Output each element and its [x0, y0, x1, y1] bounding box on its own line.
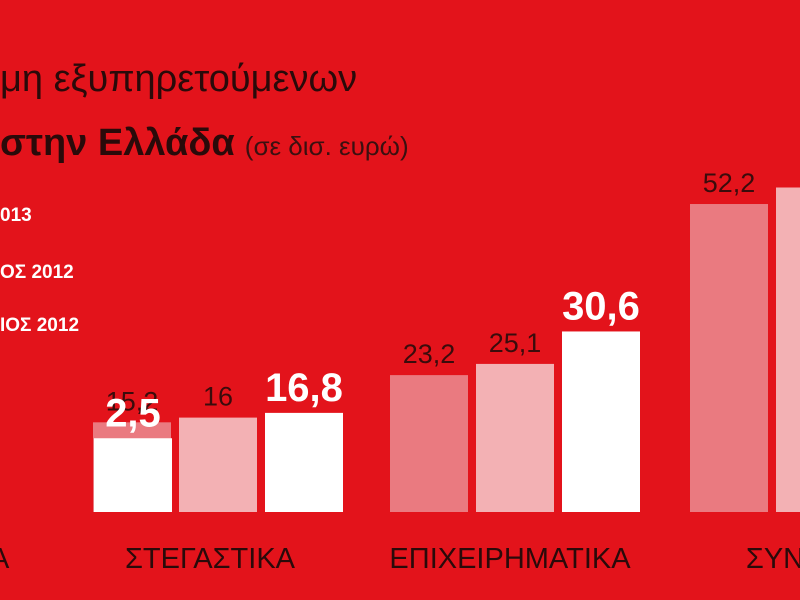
- category-label-0: ΚΑ: [0, 543, 10, 575]
- data-label-2-1: 25,1: [489, 328, 542, 358]
- data-label-2-0: 23,2: [403, 339, 456, 369]
- chart-title-line1: μη εξυπηρετούμενων: [0, 58, 358, 100]
- data-label-2-2: 30,6: [562, 284, 640, 328]
- legend-item-jun-2012: ΙΟΣ 2012: [0, 315, 80, 336]
- bar-0-2: [94, 438, 172, 512]
- legend-item-dec-2012: ΟΣ 2012: [0, 262, 74, 283]
- bar-1-1: [179, 417, 257, 512]
- bar-1-2: [265, 412, 343, 512]
- bar-3-0: [690, 204, 768, 512]
- bar-2-2: [562, 331, 640, 512]
- data-label-0-2: 2,5: [105, 391, 161, 435]
- data-label-1-0: 15,2: [106, 386, 159, 416]
- bar-2-0: [390, 375, 468, 512]
- legend-item-2013: 013: [0, 205, 32, 226]
- data-label-1-2: 16,8: [265, 366, 343, 410]
- data-label-3-0: 52,2: [703, 168, 756, 198]
- chart-title-main: στην Ελλάδα: [0, 122, 235, 164]
- chart-title-line2: στην Ελλάδα (σε δισ. ευρώ): [0, 122, 409, 165]
- data-label-1-1: 16: [203, 382, 233, 412]
- category-label-2: ΕΠΙΧΕΙΡΗΜΑΤΙΚΑ: [389, 543, 631, 575]
- bar-2-1: [476, 363, 554, 512]
- category-label-3: ΣΥΝ: [746, 543, 800, 575]
- bar-3-1: [776, 187, 800, 512]
- category-label-1: ΣΤΕΓΑΣΤΙΚΑ: [125, 543, 296, 575]
- chart-title-unit: (σε δισ. ευρώ): [244, 131, 409, 161]
